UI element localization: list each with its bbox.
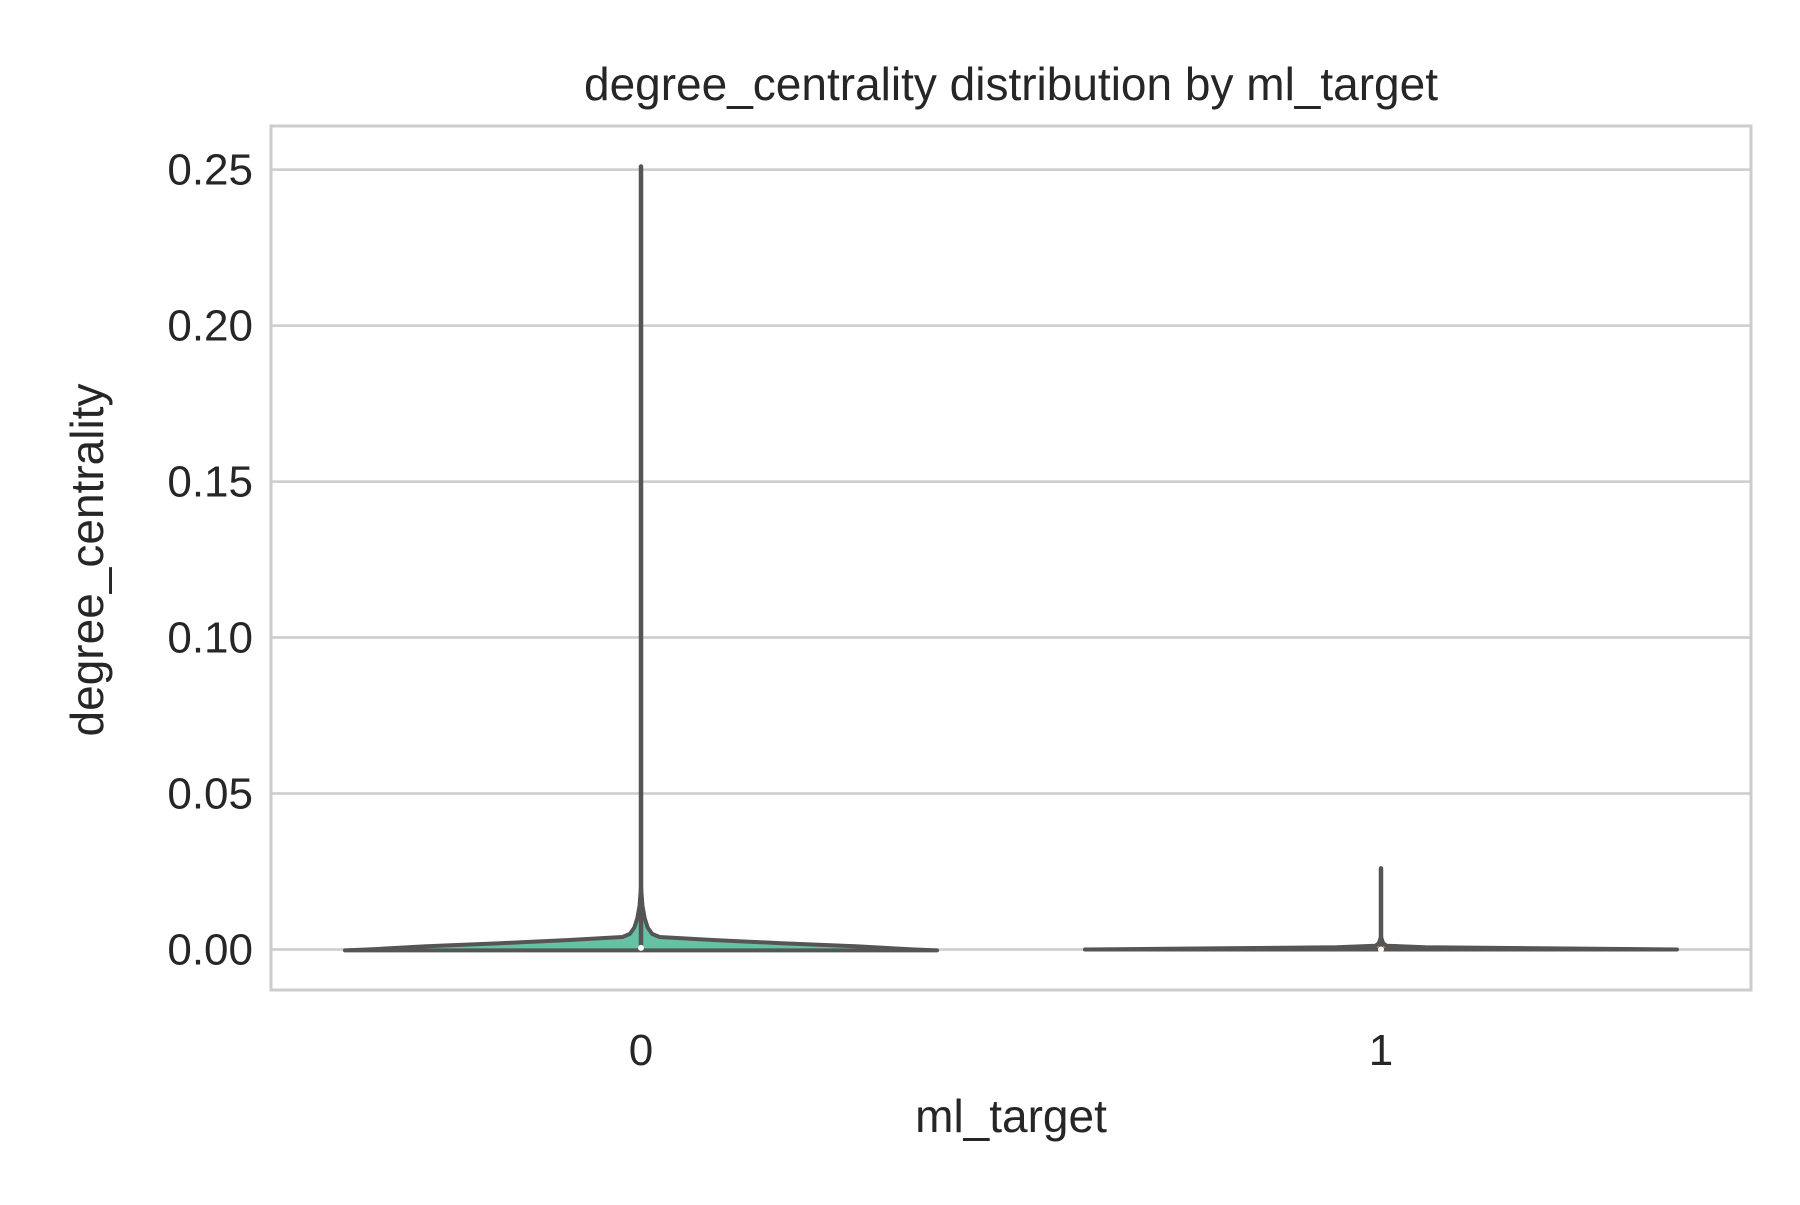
- x-tick-label: 1: [1369, 1026, 1393, 1075]
- violin-median-point: [1378, 946, 1384, 953]
- y-tick-label: 0.15: [167, 458, 253, 507]
- x-tick-label: 0: [629, 1026, 653, 1075]
- y-tick-label: 0.20: [167, 302, 253, 351]
- y-tick-label: 0.25: [167, 146, 253, 195]
- plot-frame: [269, 124, 1753, 992]
- chart-title: degree_centrality distribution by ml_tar…: [584, 58, 1438, 110]
- y-tick-label: 0.10: [167, 614, 253, 663]
- y-tick-label: 0.05: [167, 769, 253, 818]
- y-tick-label: 0.00: [167, 925, 253, 974]
- violin-median-point: [638, 944, 644, 951]
- y-tick-labels: 0.00 0.05 0.10 0.15 0.20 0.25: [167, 146, 253, 975]
- x-axis-title: ml_target: [915, 1090, 1107, 1142]
- violin-group-1: [1083, 866, 1679, 953]
- violins: [343, 164, 1679, 953]
- violin-group-0: [343, 164, 939, 953]
- grid-lines: [271, 168, 1751, 951]
- y-axis-title: degree_centrality: [61, 384, 113, 737]
